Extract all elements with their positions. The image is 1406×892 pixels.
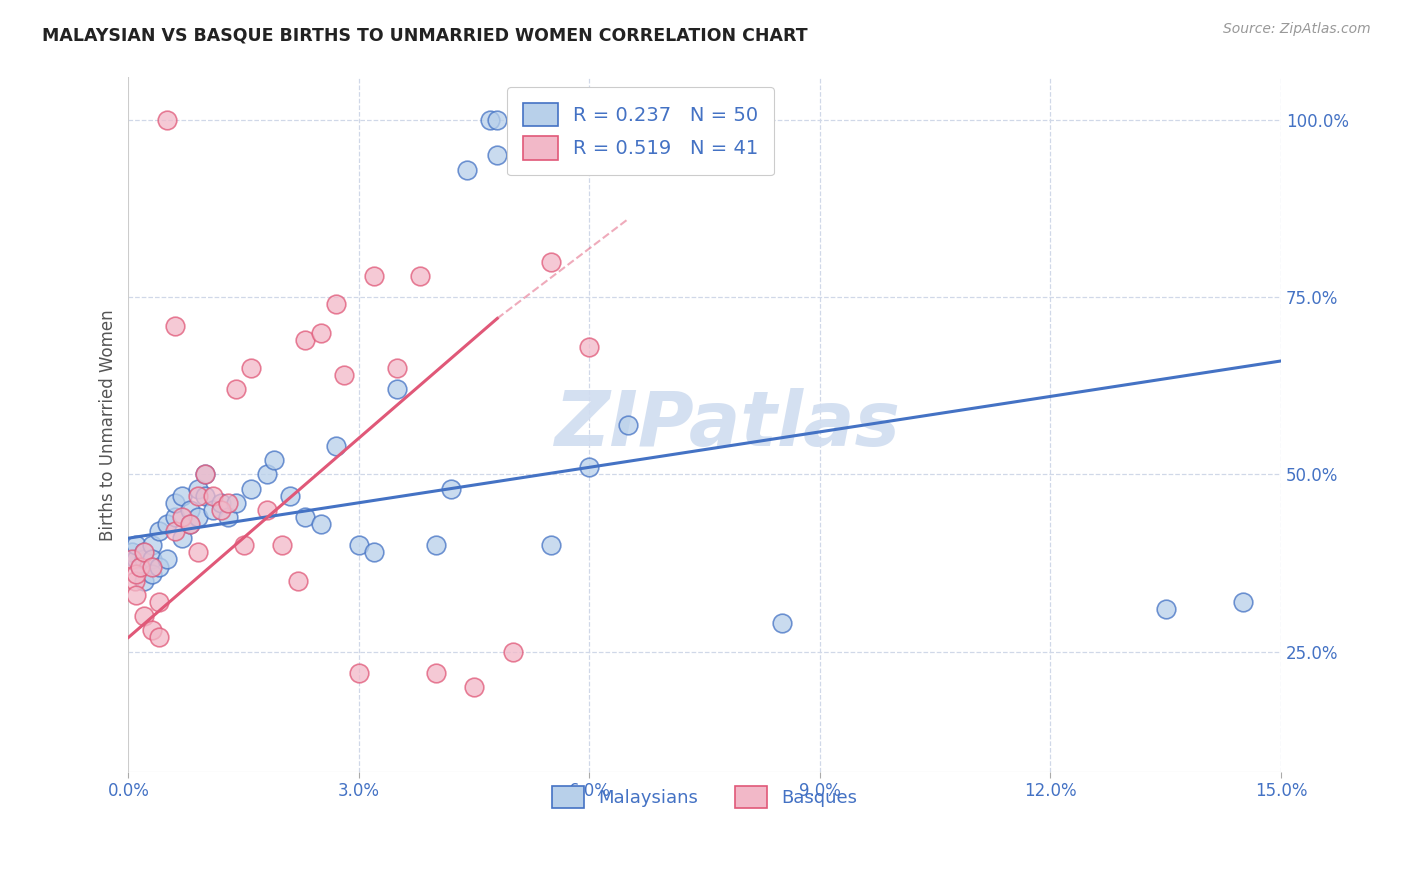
Point [156,552,179,566]
Point [129,559,152,574]
Point [132,609,155,624]
Point [194,467,217,482]
Point [240,361,263,376]
Text: ZIPatlas: ZIPatlas [555,388,901,462]
Text: Source: ZipAtlas.com: Source: ZipAtlas.com [1223,22,1371,37]
Point [225,382,247,396]
Y-axis label: Births to Unmarried Women: Births to Unmarried Women [100,309,117,541]
Point [463,680,485,694]
Point [209,496,232,510]
Point [217,496,239,510]
Point [201,503,224,517]
Point [287,574,309,588]
Point [240,482,263,496]
Point [125,538,148,552]
Point [486,112,509,127]
Point [278,489,301,503]
Point [347,538,370,552]
Text: MALAYSIAN VS BASQUE BIRTHS TO UNMARRIED WOMEN CORRELATION CHART: MALAYSIAN VS BASQUE BIRTHS TO UNMARRIED … [42,27,808,45]
Point [187,489,209,503]
Point [141,538,163,552]
Point [141,559,163,574]
Point [309,326,332,340]
Point [172,489,194,503]
Point [770,616,793,631]
Point [540,538,562,552]
Point [141,624,163,638]
Point [187,509,209,524]
Point [125,588,148,602]
Point [425,538,447,552]
Point [125,566,148,581]
Point [148,559,170,574]
Point [187,482,209,496]
Point [132,574,155,588]
Point [132,545,155,559]
Point [387,361,409,376]
Point [124,574,146,588]
Point [540,254,562,268]
Point [163,318,186,333]
Point [132,545,155,559]
Point [209,503,232,517]
Point [502,644,524,658]
Legend: Malaysians, Basques: Malaysians, Basques [544,779,865,815]
Point [179,516,201,531]
Point [129,559,152,574]
Point [141,566,163,581]
Point [187,545,209,559]
Point [578,340,600,354]
Point [363,268,385,283]
Point [132,552,155,566]
Point [425,665,447,680]
Point [1154,602,1177,616]
Point [194,489,217,503]
Point [172,531,194,545]
Point [409,268,432,283]
Point [325,439,347,453]
Point [387,382,409,396]
Point [232,538,254,552]
Point [141,552,163,566]
Point [309,516,332,531]
Point [148,631,170,645]
Point [294,509,316,524]
Point [294,333,316,347]
Point [271,538,294,552]
Point [121,545,143,559]
Point [194,467,217,482]
Point [156,112,179,127]
Point [125,552,148,566]
Point [156,516,179,531]
Point [1232,595,1254,609]
Point [578,460,600,475]
Point [201,489,224,503]
Point [363,545,385,559]
Point [163,509,186,524]
Point [617,417,640,432]
Point [325,297,347,311]
Point [256,467,278,482]
Point [440,482,463,496]
Point [148,524,170,538]
Point [225,496,247,510]
Point [456,162,478,177]
Point [256,503,278,517]
Point [486,148,509,162]
Point [121,552,143,566]
Point [163,496,186,510]
Point [478,112,501,127]
Point [179,503,201,517]
Point [217,509,239,524]
Point [179,516,201,531]
Point [347,665,370,680]
Point [332,368,354,383]
Point [263,453,285,467]
Point [148,595,170,609]
Point [163,524,186,538]
Point [172,509,194,524]
